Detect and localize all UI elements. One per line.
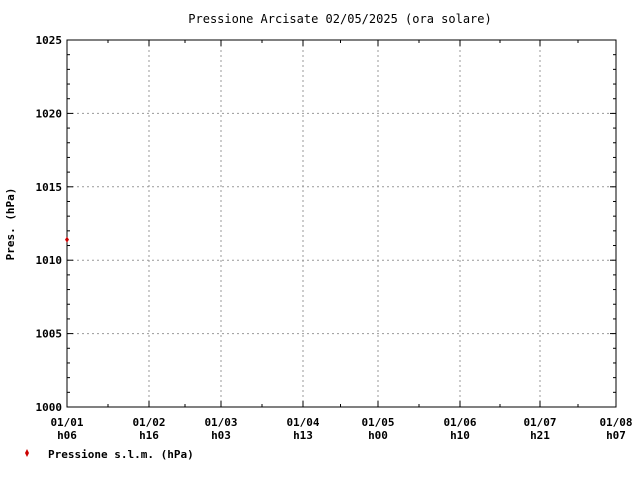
x-tick-hour: h21: [530, 429, 550, 442]
x-tick-hour: h07: [606, 429, 626, 442]
y-tick-label: 1005: [36, 328, 63, 341]
x-tick-hour: h10: [450, 429, 470, 442]
grid-lines: [67, 40, 616, 407]
x-tick-date: 01/04: [286, 416, 319, 429]
x-tick-date: 01/07: [523, 416, 556, 429]
y-tick-label: 1015: [36, 181, 63, 194]
x-tick-hour: h00: [368, 429, 388, 442]
x-tick-date: 01/02: [132, 416, 165, 429]
legend-label: Pressione s.l.m. (hPa): [48, 448, 194, 461]
y-tick-label: 1000: [36, 401, 63, 414]
x-tick-date: 01/01: [50, 416, 83, 429]
y-axis: 1000 1005 1010 1015 1020 1025: [36, 34, 616, 414]
y-tick-label: 1010: [36, 254, 63, 267]
chart-title: Pressione Arcisate 02/05/2025 (ora solar…: [188, 12, 491, 26]
data-points: [65, 236, 69, 243]
x-tick-date: 01/08: [599, 416, 632, 429]
x-tick-hour: h13: [293, 429, 313, 442]
y-tick-label: 1025: [36, 34, 63, 47]
x-tick-date: 01/03: [204, 416, 237, 429]
y-axis-label: Pres. (hPa): [4, 188, 17, 261]
x-tick-hour: h16: [139, 429, 159, 442]
x-tick-date: 01/06: [443, 416, 476, 429]
y-tick-label: 1020: [36, 107, 63, 120]
x-tick-hour: h03: [211, 429, 231, 442]
x-tick-hour: h06: [57, 429, 77, 442]
plot-frame: [66, 39, 617, 408]
data-point: [65, 236, 69, 243]
x-tick-date: 01/05: [361, 416, 394, 429]
legend-marker: [25, 449, 29, 457]
